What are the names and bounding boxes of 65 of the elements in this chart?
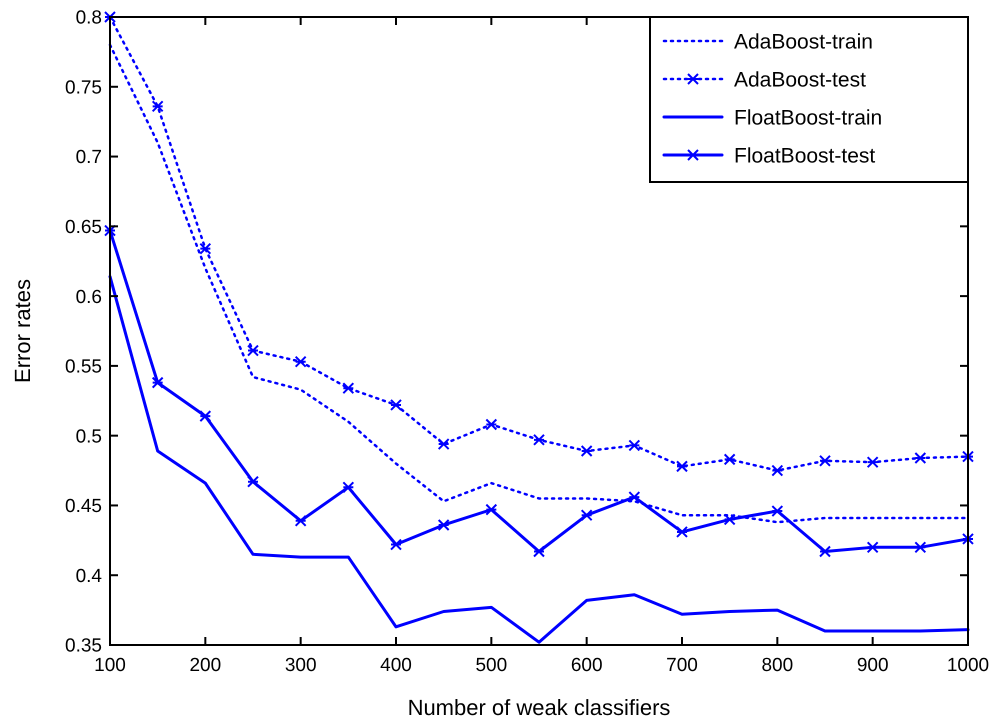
point <box>771 464 784 477</box>
point <box>390 538 402 551</box>
point <box>199 410 212 422</box>
point <box>485 504 498 516</box>
y-tick-label: 0.5 <box>76 426 102 448</box>
x-tick-label: 200 <box>189 655 222 676</box>
point <box>294 356 307 368</box>
point <box>866 541 879 554</box>
point <box>676 460 688 472</box>
point <box>533 434 545 446</box>
y-tick-label: 0.4 <box>76 566 102 587</box>
x-tick-label: 300 <box>284 655 317 676</box>
x-tick-label: 900 <box>856 655 889 676</box>
point <box>390 398 402 411</box>
x-tick-label: 1000 <box>946 655 990 676</box>
point <box>533 546 545 558</box>
point <box>438 518 450 531</box>
point <box>628 491 640 504</box>
point <box>199 242 212 255</box>
point <box>247 344 259 357</box>
point <box>104 224 116 237</box>
legend-label: AdaBoost-test <box>734 68 866 92</box>
point <box>294 514 307 527</box>
y-tick-label: 0.75 <box>65 77 102 98</box>
legend-label: FloatBoost-train <box>734 106 882 130</box>
point <box>104 11 116 23</box>
line-series <box>108 275 970 644</box>
point <box>485 418 498 430</box>
y-tick-label: 0.8 <box>76 8 102 29</box>
y-tick-label: 0.7 <box>76 147 102 168</box>
point <box>724 513 736 526</box>
point <box>152 100 164 112</box>
y-tick-label: 0.6 <box>76 286 102 308</box>
x-tick-label: 700 <box>666 655 698 676</box>
point <box>342 382 354 394</box>
y-tick-label: 0.65 <box>65 216 102 238</box>
y-tick-label: 0.45 <box>65 496 102 518</box>
x-tick-label: 800 <box>761 655 794 676</box>
point <box>152 376 164 389</box>
point <box>771 505 784 518</box>
legend-label: AdaBoost-train <box>734 30 873 54</box>
point <box>819 546 831 558</box>
point <box>580 509 593 522</box>
y-axis-title: Error rates <box>10 279 35 383</box>
point <box>724 453 736 466</box>
point <box>247 476 259 488</box>
x-tick-label: 100 <box>94 655 126 676</box>
x-tick-label: 500 <box>475 655 508 676</box>
point <box>438 438 450 450</box>
point <box>914 541 926 554</box>
y-tick-label: 0.35 <box>65 636 102 657</box>
x-tick-label: 600 <box>570 655 603 676</box>
point <box>962 450 974 463</box>
point <box>914 452 926 464</box>
point <box>342 481 354 494</box>
point <box>580 445 593 458</box>
point <box>676 526 688 538</box>
point <box>628 439 640 452</box>
point <box>962 532 974 545</box>
x-tick-label: 400 <box>380 655 412 676</box>
y-tick-label: 0.55 <box>65 356 102 378</box>
x-axis-title: Number of weak classifiers <box>408 695 670 720</box>
point <box>819 454 831 467</box>
point <box>866 456 879 468</box>
legend-label: FloatBoost-test <box>734 144 876 168</box>
